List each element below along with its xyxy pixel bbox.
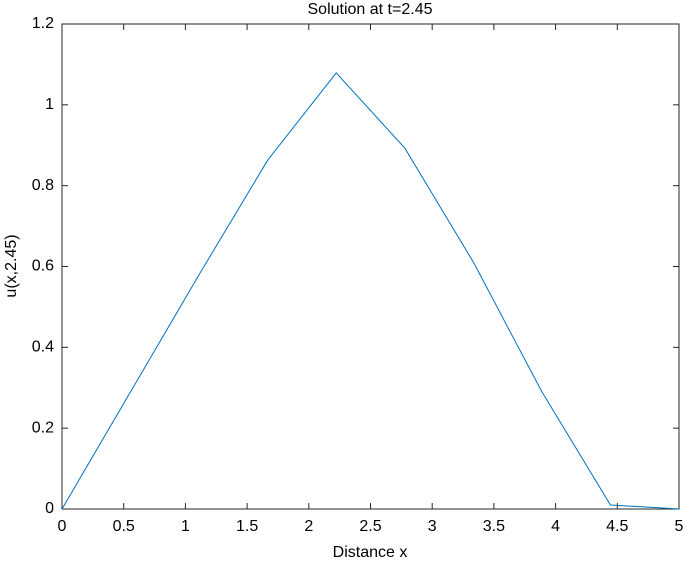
x-tick-label: 0.5: [113, 518, 135, 535]
x-tick-label: 0: [58, 518, 67, 535]
y-axis-label: u(x,2.45): [3, 234, 20, 297]
x-tick-label: 4: [551, 518, 560, 535]
x-tick-label: 2: [304, 518, 313, 535]
x-tick-label: 3.5: [483, 518, 505, 535]
x-tick-label: 4.5: [606, 518, 628, 535]
data-line: [61, 72, 680, 510]
chart-title: Solution at t=2.45: [308, 1, 433, 18]
y-tick-label: 0.8: [32, 177, 54, 194]
y-tick-label: 1.2: [32, 15, 54, 32]
x-tick-label: 3: [428, 518, 437, 535]
y-tick-label: 0.2: [32, 419, 54, 436]
x-tick-label: 1.5: [236, 518, 258, 535]
axes-box: [61, 23, 680, 510]
y-tick-label: 0.6: [32, 258, 54, 275]
x-tick-label: 5: [675, 518, 684, 535]
y-tick-label: 1: [45, 96, 54, 113]
y-tick-label: 0: [45, 500, 54, 517]
y-tick-label: 0.4: [32, 339, 54, 356]
x-axis-label: Distance x: [333, 544, 408, 561]
x-tick-label: 2.5: [359, 518, 381, 535]
x-tick-label: 1: [181, 518, 190, 535]
